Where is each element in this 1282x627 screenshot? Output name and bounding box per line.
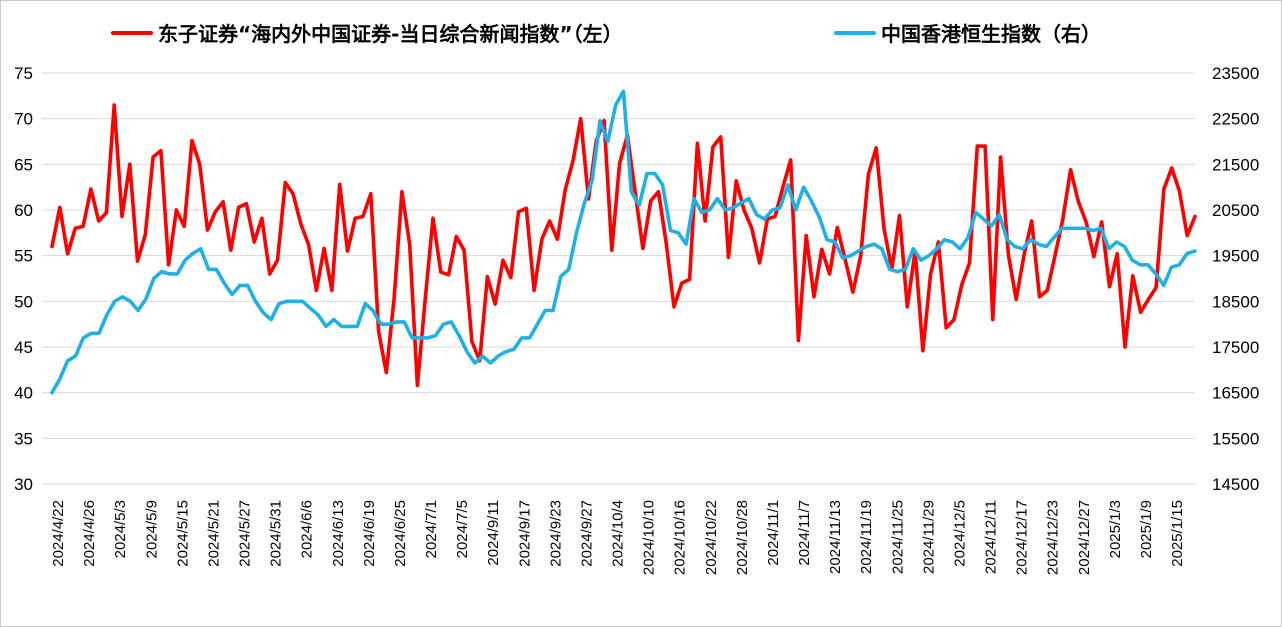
- y-right-tick-label: 16500: [1212, 384, 1259, 403]
- x-tick-label: 2024/4/26: [81, 500, 98, 567]
- x-tick-label: 2024/7/5: [454, 500, 471, 558]
- x-tick-label: 2024/6/6: [299, 500, 316, 558]
- x-tick-label: 2024/6/13: [330, 500, 347, 567]
- y-left-tick-label: 65: [14, 155, 33, 174]
- x-tick-label: 2024/9/11: [485, 500, 502, 566]
- y-left-tick-label: 75: [14, 64, 33, 83]
- x-tick-label: 2024/12/5: [951, 500, 968, 567]
- x-tick-label: 2024/10/16: [672, 500, 689, 575]
- y-left-tick-label: 50: [14, 292, 33, 311]
- y-left-tick-label: 55: [14, 247, 33, 266]
- x-tick-label: 2024/6/25: [392, 500, 409, 567]
- y-right-tick-label: 15500: [1212, 429, 1259, 448]
- x-tick-label: 2024/11/7: [796, 500, 813, 566]
- x-tick-label: 2024/5/9: [143, 500, 160, 558]
- x-tick-label: 2024/5/27: [237, 500, 254, 567]
- y-right-tick-label: 17500: [1212, 338, 1259, 357]
- x-tick-label: 2024/12/11: [983, 500, 1000, 574]
- news-index-series-line: [50, 103, 1197, 388]
- x-tick-label: 2024/4/22: [50, 500, 67, 567]
- x-tick-label: 2024/12/27: [1076, 500, 1093, 575]
- legend-label: 东子证券“海内外中国证券-当日综合新闻指数”（左）: [158, 22, 623, 46]
- x-tick-label: 2024/10/4: [610, 500, 627, 567]
- y-right-tick-label: 19500: [1212, 247, 1259, 266]
- x-tick-label: 2024/5/21: [205, 500, 222, 567]
- y-left-tick-label: 70: [14, 110, 33, 129]
- x-tick-label: 2024/9/17: [516, 500, 533, 567]
- x-tick-label: 2024/11/13: [827, 500, 844, 574]
- x-tick-label: 2024/5/15: [174, 500, 191, 567]
- y-left-tick-label: 60: [14, 201, 33, 220]
- y-right-tick-label: 21500: [1212, 155, 1259, 174]
- y-left-tick-label: 35: [14, 429, 33, 448]
- y-right-tick-label: 23500: [1212, 64, 1259, 83]
- legend-label: 中国香港恒生指数（右）: [881, 22, 1101, 46]
- x-tick-label: 2024/12/23: [1045, 500, 1062, 575]
- x-tick-label: 2024/10/10: [641, 500, 658, 575]
- x-tick-label: 2025/1/15: [1169, 500, 1186, 567]
- x-tick-label: 2024/9/23: [547, 500, 564, 567]
- x-tick-label: 2024/11/19: [858, 500, 875, 574]
- y-left-tick-label: 30: [14, 475, 33, 494]
- x-tick-label: 2024/10/28: [734, 500, 751, 575]
- x-tick-label: 2024/7/1: [423, 500, 440, 558]
- y-right-tick-label: 20500: [1212, 201, 1259, 220]
- x-tick-label: 2024/5/31: [268, 500, 285, 567]
- x-tick-label: 2024/10/22: [703, 500, 720, 575]
- y-left-tick-label: 45: [14, 338, 33, 357]
- x-tick-label: 2024/11/25: [889, 500, 906, 574]
- x-tick-label: 2025/1/3: [1107, 500, 1124, 558]
- x-tick-label: 2024/11/1: [765, 500, 782, 566]
- y-right-tick-label: 18500: [1212, 292, 1259, 311]
- x-tick-label: 2025/1/9: [1138, 500, 1155, 558]
- x-tick-label: 2024/6/19: [361, 500, 378, 567]
- y-right-tick-label: 14500: [1212, 475, 1259, 494]
- x-tick-label: 2024/11/29: [920, 500, 937, 574]
- hang-seng-series-line: [50, 89, 1197, 395]
- y-left-tick-label: 40: [14, 384, 33, 403]
- y-right-tick-label: 22500: [1212, 110, 1259, 129]
- x-tick-label: 2024/5/3: [112, 500, 129, 558]
- x-tick-label: 2024/12/17: [1014, 500, 1031, 575]
- x-tick-label: 2024/9/27: [578, 500, 595, 567]
